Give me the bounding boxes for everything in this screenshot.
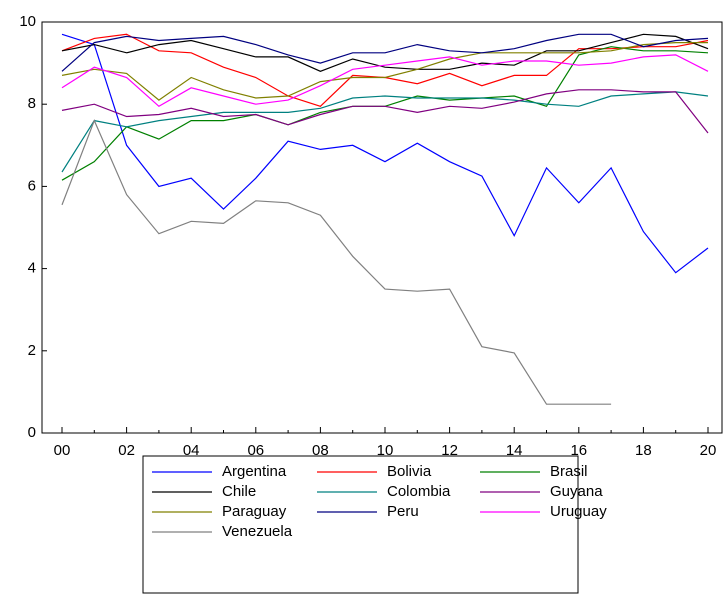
x-tick-label: 06 — [247, 442, 264, 459]
x-tick-label: 04 — [183, 442, 200, 459]
legend-label: Brasil — [550, 463, 588, 480]
x-tick-label: 12 — [441, 442, 458, 459]
x-tick-label: 14 — [506, 442, 523, 459]
x-tick-label: 00 — [54, 442, 71, 459]
x-tick-label: 16 — [570, 442, 587, 459]
legend-label: Bolivia — [387, 463, 432, 480]
y-tick-label: 4 — [28, 260, 36, 277]
legend-label: Peru — [387, 503, 419, 520]
series-line — [61, 33, 709, 274]
x-tick-label: 18 — [635, 442, 652, 459]
x-tick-label: 20 — [700, 442, 717, 459]
series-line — [61, 33, 709, 72]
x-tick-label: 08 — [312, 442, 329, 459]
series-line — [61, 42, 708, 101]
series-line — [61, 54, 709, 108]
legend: Argentina Bolivia Brasil Chile Colombia Guyan… — [152, 463, 607, 540]
series-line — [61, 33, 709, 72]
legend-label: Venezuela — [222, 523, 293, 540]
legend-label: Chile — [222, 483, 256, 500]
legend-box — [142, 455, 579, 594]
legend-label: Argentina — [222, 463, 287, 480]
y-tick-label: 10 — [19, 13, 36, 30]
y-tick-label: 0 — [28, 424, 36, 441]
series-line — [61, 119, 612, 405]
y-tick-label: 2 — [28, 342, 36, 359]
plot-frame — [41, 21, 723, 434]
legend-label: Uruguay — [550, 503, 607, 520]
legend-label: Guyana — [550, 483, 603, 500]
y-tick-label: 8 — [28, 95, 36, 112]
series-line — [61, 91, 709, 173]
legend-label: Colombia — [387, 483, 451, 500]
series-line — [61, 89, 709, 134]
y-tick-label: 6 — [28, 177, 36, 194]
x-tick-label: 10 — [377, 442, 394, 459]
x-tick-label: 02 — [118, 442, 135, 459]
legend-label: Paraguay — [222, 503, 287, 520]
